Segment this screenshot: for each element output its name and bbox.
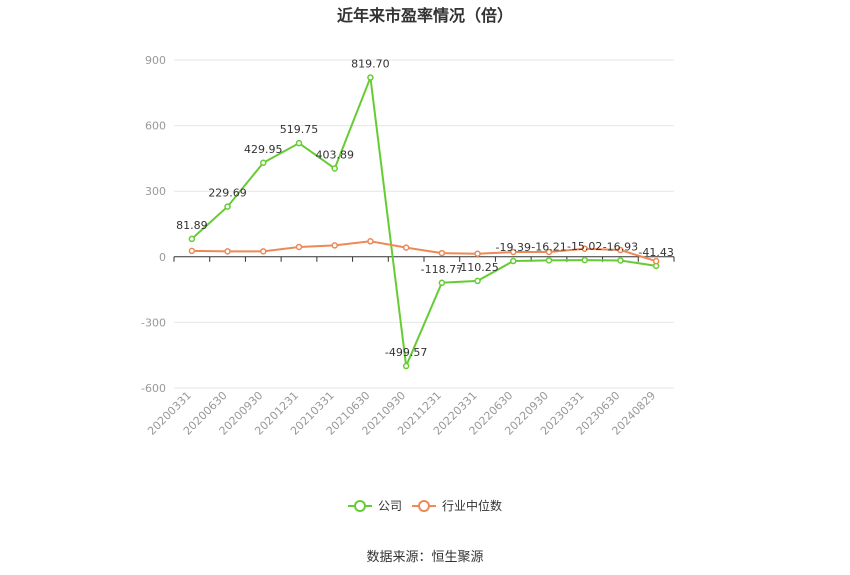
data-point	[331, 242, 338, 249]
data-label: -110.25	[456, 261, 498, 274]
data-label: -16.93	[603, 241, 638, 254]
y-tick-label: 900	[145, 54, 166, 67]
data-label: -499.57	[385, 346, 427, 359]
chart-title: 近年来市盈率情况（倍）	[336, 6, 513, 25]
data-point	[402, 362, 410, 370]
data-point	[295, 139, 303, 147]
y-tick-label: 600	[145, 120, 166, 133]
data-point	[224, 203, 231, 210]
legend-item-1[interactable]: 行业中位数	[412, 498, 502, 513]
data-label: -19.39	[496, 241, 531, 254]
data-point	[652, 257, 660, 265]
data-label: -41.43	[638, 246, 673, 259]
data-point	[545, 257, 553, 264]
legend-marker-icon	[354, 500, 366, 512]
data-point	[438, 279, 446, 287]
series-lines	[188, 74, 660, 370]
data-point	[224, 248, 231, 255]
data-point	[617, 246, 624, 254]
legend-label: 行业中位数	[442, 498, 502, 513]
data-label: -16.21	[531, 240, 566, 253]
data-point	[188, 247, 196, 255]
legend-item-0[interactable]: 公司	[348, 499, 402, 513]
data-label: 519.75	[280, 123, 319, 136]
legend-marker-icon	[418, 500, 430, 512]
data-point	[295, 243, 303, 251]
data-point	[474, 250, 481, 257]
series-line-1	[191, 240, 657, 263]
y-tick-label: 300	[145, 185, 166, 198]
data-point	[367, 74, 374, 81]
data-point	[510, 257, 517, 265]
y-tick-label: -600	[141, 382, 166, 395]
data-label: 81.89	[176, 219, 208, 232]
data-label: 429.95	[244, 143, 283, 156]
data-point	[260, 248, 267, 255]
y-tick-label: 0	[159, 251, 166, 264]
data-point	[402, 244, 410, 251]
legend[interactable]: 公司 行业中位数	[348, 498, 502, 513]
data-label: -15.02	[567, 240, 602, 253]
data-point	[617, 257, 624, 264]
y-tick-label: -300	[141, 316, 166, 329]
data-label: 403.89	[315, 148, 354, 161]
data-point	[260, 159, 267, 167]
data-point	[438, 249, 446, 257]
data-labels: 81.89 229.69 429.95 519.75 403.89 819.70 -499.…	[176, 58, 674, 359]
data-point	[367, 238, 374, 245]
data-point	[581, 245, 588, 252]
series-line-0	[191, 77, 657, 370]
data-point	[474, 277, 481, 285]
data-point	[581, 256, 588, 264]
grid-lines	[174, 59, 674, 389]
data-point	[545, 248, 553, 256]
data-label: 229.69	[208, 187, 247, 200]
data-point	[331, 165, 338, 172]
legend-label: 公司	[378, 499, 402, 513]
source-note: 数据来源：恒生聚源	[366, 550, 484, 565]
data-point	[510, 248, 517, 256]
data-label: -118.77	[421, 263, 463, 276]
data-label: 819.70	[351, 58, 390, 71]
data-point	[188, 235, 196, 243]
